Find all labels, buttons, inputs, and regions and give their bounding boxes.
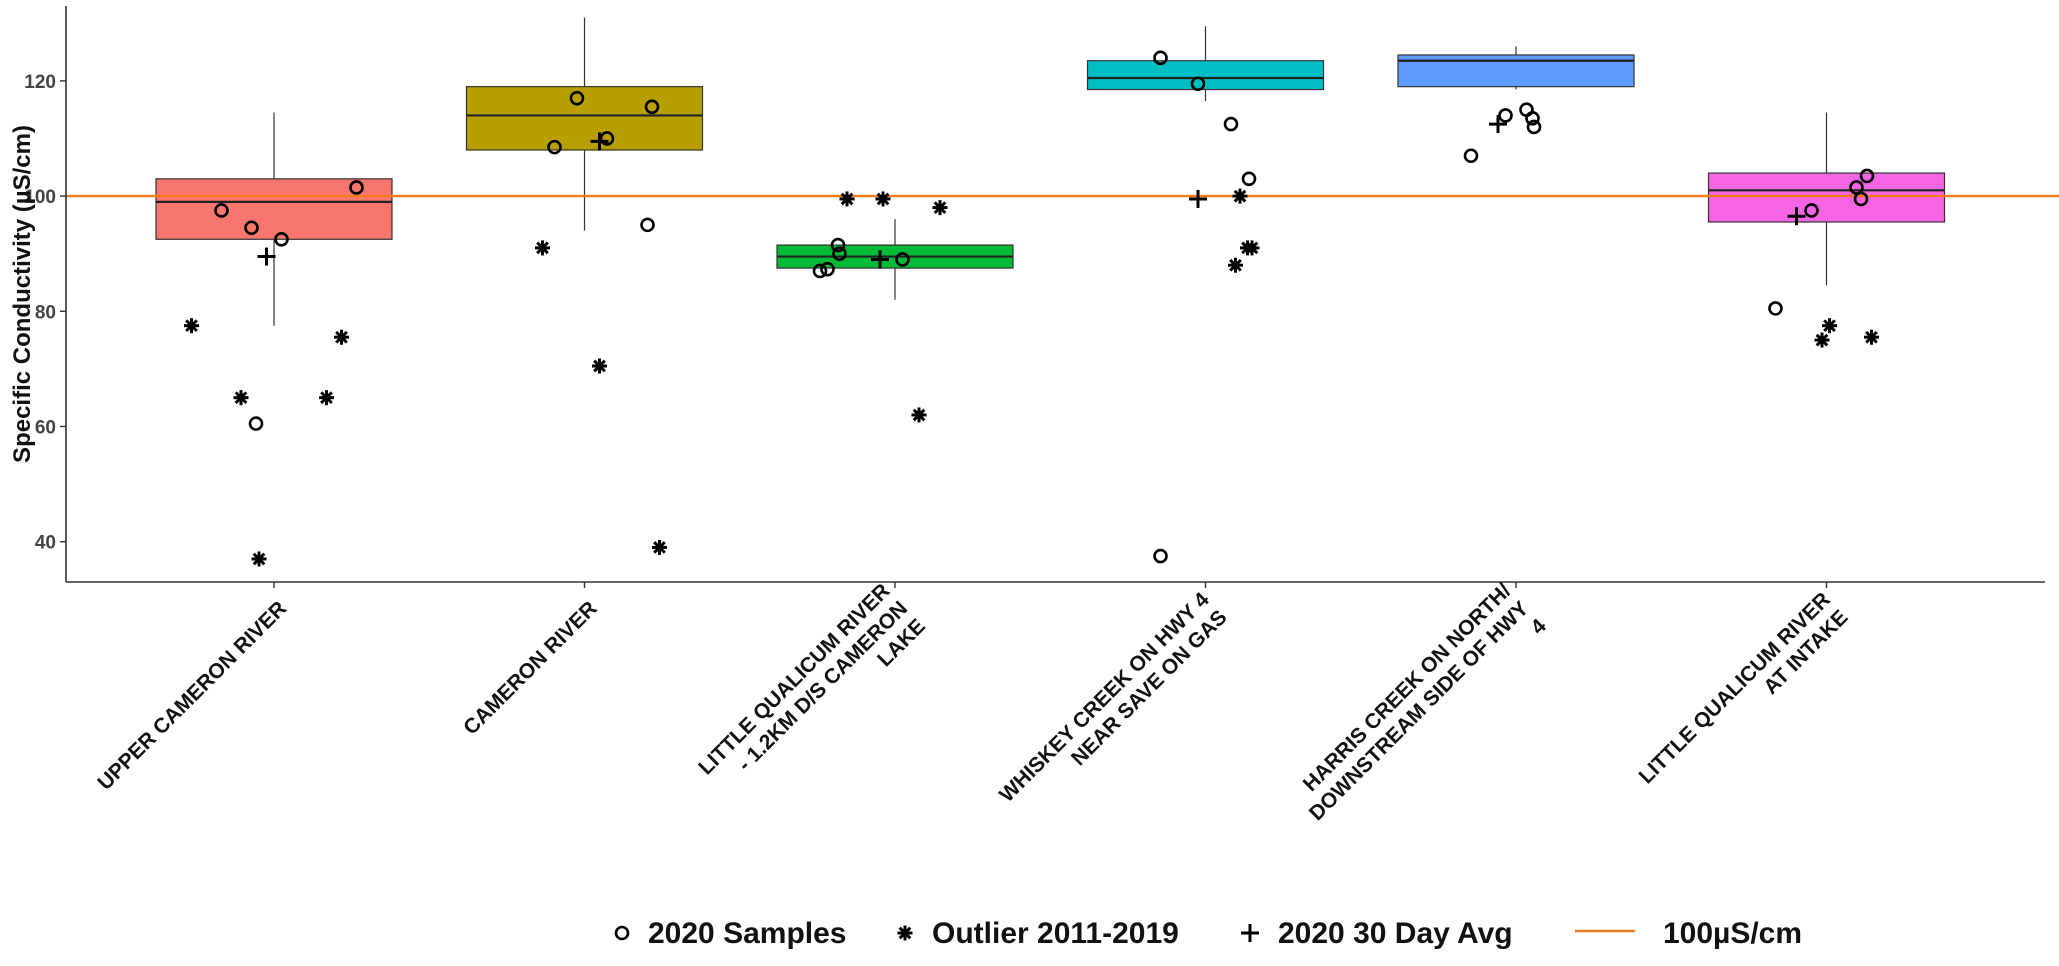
points-layer	[184, 50, 1879, 567]
sample-point	[644, 99, 660, 115]
y-tick-label: 40	[35, 533, 56, 554]
sample-point	[1223, 116, 1239, 132]
axes-layer: 40 60 80 100 120 Specific Conductivity (µS/cm…	[9, 6, 2045, 843]
boxes-layer	[155, 17, 1946, 326]
x-tick-label: UPPER CAMERON RIVER	[93, 597, 291, 795]
avg-point	[257, 247, 276, 266]
avg-point	[1189, 189, 1207, 208]
outlier-point	[932, 200, 948, 216]
x-tick-label-line: HARRIS CREEK ON NORTH/	[1299, 579, 1516, 796]
outlier-point	[1814, 332, 1830, 348]
avg-point	[1489, 115, 1507, 134]
x-tick-label-line: LITTLE QUALICUM RIVER	[1635, 588, 1835, 788]
outlier-point	[1864, 329, 1879, 345]
outlier-point	[184, 318, 199, 334]
sample-point	[1525, 111, 1540, 126]
box	[1707, 172, 1946, 223]
legend-item: 2020 Samples	[614, 917, 846, 950]
outlier-point	[535, 240, 550, 256]
outlier-point	[1240, 240, 1255, 256]
sample-point	[1853, 191, 1869, 207]
sample-point	[1768, 301, 1783, 316]
legend: 2020 Samples Outlier 2011-2019 2020 30 Day…	[614, 917, 1802, 950]
legend-item: 100µS/cm	[1575, 917, 1802, 950]
sample-point	[1241, 171, 1257, 187]
sample-point	[1498, 108, 1513, 123]
sample-point	[569, 90, 585, 106]
avg-point	[590, 132, 609, 151]
outlier-point	[319, 390, 334, 406]
outlier-point	[875, 191, 891, 207]
legend-item: 2020 30 Day Avg	[1241, 917, 1513, 950]
avg-point	[1787, 207, 1806, 226]
sample-point	[820, 261, 835, 277]
x-tick-label: HARRIS CREEK ON NORTH/DOWNSTREAM SIDE OF…	[1287, 579, 1551, 843]
x-tick-label: LITTLE QUALICUM RIVERAT INTAKE	[1635, 588, 1853, 806]
x-tick-label-line: - 1.2KM D/S CAMERON	[733, 597, 912, 776]
legend-label: Outlier 2011-2019	[932, 917, 1179, 950]
sample-point	[1804, 203, 1819, 218]
outlier-point	[334, 329, 349, 345]
outlier-point	[233, 390, 249, 406]
legend-asterisk-icon	[897, 925, 913, 941]
x-tick-label-line: UPPER CAMERON RIVER	[93, 597, 291, 795]
sample-point	[812, 263, 828, 279]
sample-point	[830, 237, 846, 253]
outlier-point	[251, 551, 267, 567]
y-tick-label: 120	[24, 72, 56, 93]
x-tick-label-line: DOWNSTREAM SIDE OF HWY	[1305, 597, 1533, 825]
outlier-point	[652, 539, 667, 555]
sample-point	[1463, 148, 1479, 164]
sample-point	[1153, 548, 1168, 564]
legend-label: 100µS/cm	[1663, 917, 1802, 950]
avg-point	[871, 250, 889, 269]
sample-point	[895, 252, 910, 267]
outlier-point	[1232, 188, 1248, 204]
box	[465, 86, 704, 151]
x-tick-label-line: CAMERON RIVER	[459, 597, 601, 739]
outlier-point	[839, 191, 855, 207]
sample-point	[349, 180, 364, 195]
sample-point	[248, 416, 264, 431]
x-tick-label: LITTLE QUALICUM RIVER- 1.2KM D/S CAMERON…	[694, 579, 930, 815]
sample-point	[640, 217, 655, 233]
sample-point	[1859, 168, 1875, 184]
box	[155, 178, 393, 240]
y-tick-label: 80	[35, 302, 56, 323]
x-tick-label-line: NEAR SAVE ON GAS	[1067, 606, 1232, 771]
sample-point	[547, 139, 562, 155]
sample-point	[214, 203, 229, 218]
outlier-point	[911, 407, 927, 423]
y-axis-title: Specific Conductivity (µS/cm)	[9, 125, 36, 463]
outlier-point	[1822, 318, 1837, 334]
outlier-point	[1228, 257, 1243, 273]
x-tick-label: WHISKEY CREEK ON HWY 4NEAR SAVE ON GAS	[995, 588, 1232, 825]
outlier-point	[592, 358, 607, 374]
sample-point	[1526, 119, 1542, 135]
x-tick-label-line: 4	[1526, 614, 1551, 639]
sample-point	[1153, 50, 1168, 66]
legend-item: Outlier 2011-2019	[897, 917, 1179, 950]
box	[1086, 60, 1325, 91]
legend-label: 2020 30 Day Avg	[1278, 917, 1513, 950]
x-tick-label-line: WHISKEY CREEK ON HWY 4	[995, 588, 1214, 807]
sample-point	[244, 220, 259, 236]
sample-point	[274, 231, 289, 247]
sample-point	[832, 246, 847, 261]
sample-point	[1190, 76, 1206, 92]
y-tick-label: 60	[35, 417, 56, 438]
legend-plus-icon	[1241, 924, 1259, 942]
legend-circle-icon	[614, 925, 630, 941]
legend-label: 2020 Samples	[648, 917, 846, 950]
x-tick-label: CAMERON RIVER	[459, 597, 601, 739]
x-tick-label-line: LITTLE QUALICUM RIVER	[694, 579, 894, 779]
y-tick-label: 100	[24, 187, 56, 208]
